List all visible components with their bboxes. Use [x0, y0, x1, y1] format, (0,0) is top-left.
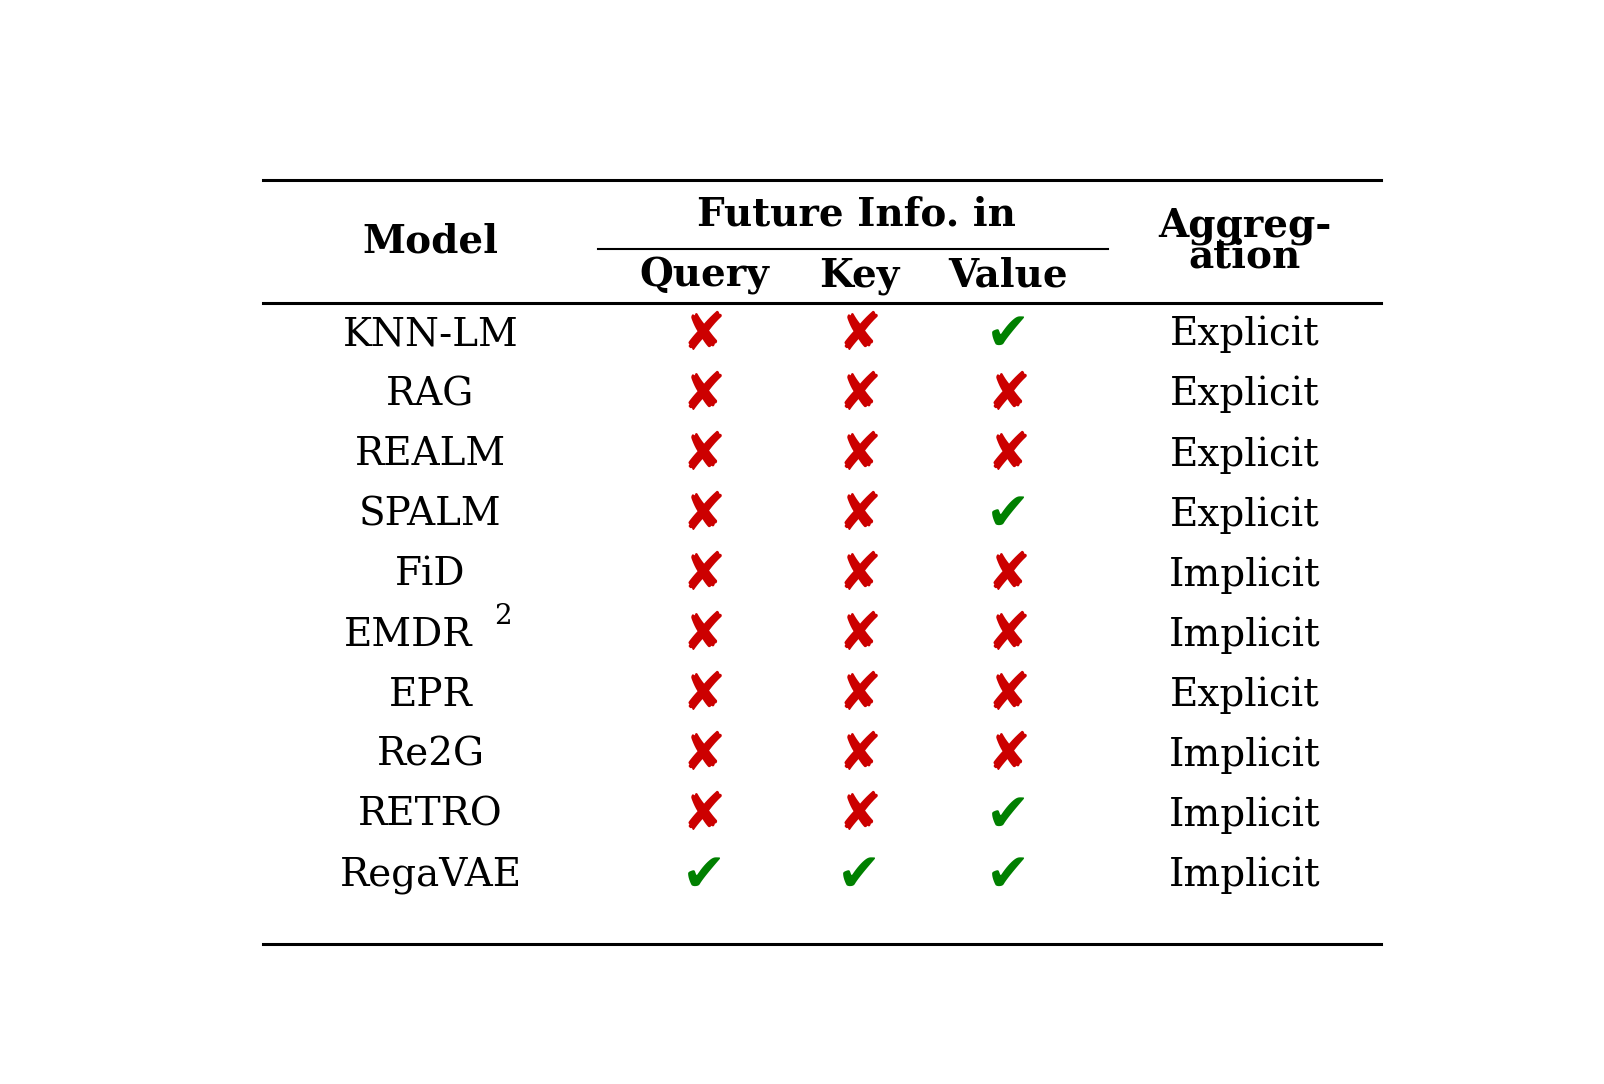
Text: ✘: ✘ [986, 549, 1031, 601]
Text: ✘: ✘ [837, 309, 882, 361]
Text: Explicit: Explicit [1169, 436, 1320, 474]
Text: ✔: ✔ [986, 489, 1031, 541]
Text: ✘: ✘ [986, 669, 1031, 721]
Text: Implicit: Implicit [1169, 556, 1320, 594]
Text: KNN-LM: KNN-LM [343, 317, 518, 353]
Text: ✘: ✘ [682, 489, 727, 541]
Text: ✘: ✘ [986, 369, 1031, 421]
Text: Aggreg-: Aggreg- [1158, 207, 1331, 245]
Text: Explicit: Explicit [1169, 676, 1320, 714]
Text: Explicit: Explicit [1169, 376, 1320, 413]
Text: RETRO: RETRO [358, 797, 502, 834]
Text: EPR: EPR [388, 676, 472, 713]
Text: ✔: ✔ [837, 850, 882, 902]
Text: ✘: ✘ [682, 609, 727, 661]
Text: ✘: ✘ [682, 730, 727, 782]
Text: RegaVAE: RegaVAE [340, 856, 521, 894]
Text: ✘: ✘ [682, 369, 727, 421]
Text: ✔: ✔ [986, 850, 1031, 902]
Text: ✘: ✘ [682, 549, 727, 601]
Text: Explicit: Explicit [1169, 315, 1320, 353]
Text: ✔: ✔ [986, 309, 1031, 361]
Text: ✔: ✔ [986, 789, 1031, 841]
Text: ✘: ✘ [682, 669, 727, 721]
Text: ✘: ✘ [837, 789, 882, 841]
Text: RAG: RAG [387, 376, 475, 413]
Text: ✘: ✘ [682, 789, 727, 841]
Text: Implicit: Implicit [1169, 617, 1320, 654]
Text: ation: ation [1189, 237, 1301, 275]
Text: Value: Value [948, 257, 1068, 295]
Text: Explicit: Explicit [1169, 496, 1320, 533]
Text: 2: 2 [494, 603, 512, 630]
Text: ✘: ✘ [682, 429, 727, 481]
Text: ✘: ✘ [986, 609, 1031, 661]
Text: ✘: ✘ [837, 369, 882, 421]
Text: FiD: FiD [395, 556, 465, 593]
Text: Model: Model [363, 222, 499, 260]
Text: Future Info. in: Future Info. in [696, 195, 1015, 233]
Text: REALM: REALM [354, 436, 505, 474]
Text: ✘: ✘ [986, 429, 1031, 481]
Text: EMDR: EMDR [343, 617, 472, 654]
Text: Implicit: Implicit [1169, 797, 1320, 834]
Text: Implicit: Implicit [1169, 856, 1320, 894]
Text: ✘: ✘ [837, 489, 882, 541]
Text: ✘: ✘ [837, 429, 882, 481]
Text: Implicit: Implicit [1169, 736, 1320, 774]
Text: ✘: ✘ [837, 549, 882, 601]
Text: ✘: ✘ [837, 609, 882, 661]
Text: ✘: ✘ [837, 669, 882, 721]
Text: SPALM: SPALM [359, 496, 502, 533]
Text: Re2G: Re2G [377, 737, 484, 774]
Text: Query: Query [638, 257, 768, 295]
Text: ✘: ✘ [682, 309, 727, 361]
Text: Key: Key [820, 257, 900, 295]
Text: ✔: ✔ [682, 850, 727, 902]
Text: ✘: ✘ [837, 730, 882, 782]
Text: ✘: ✘ [986, 730, 1031, 782]
